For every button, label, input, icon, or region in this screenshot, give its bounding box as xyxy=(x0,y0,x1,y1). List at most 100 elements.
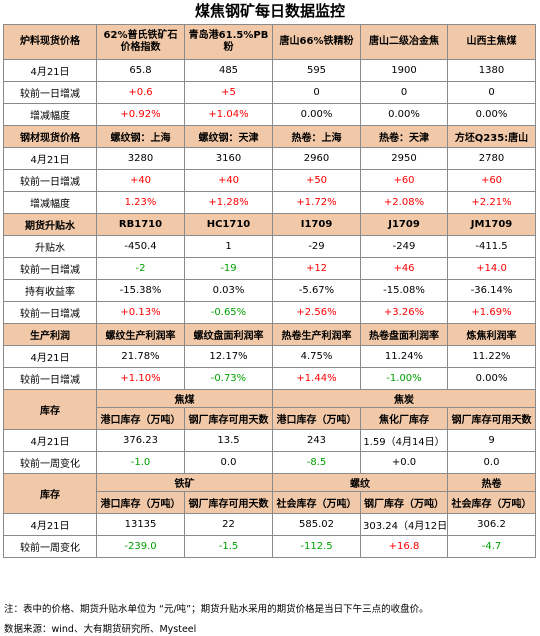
cell: -450.4 xyxy=(96,235,185,258)
row-label: 较前一日增减 xyxy=(3,257,97,280)
cell: 595 xyxy=(272,59,361,82)
cell: 3160 xyxy=(184,147,273,170)
row-label: 增减幅度 xyxy=(3,191,97,214)
cell: 306.2 xyxy=(447,513,536,536)
table-row: 增减幅度 +0.92% +1.04% 0.00% 0.00% 0.00% xyxy=(3,103,536,126)
s4-col-header: 热卷盘面利润率 xyxy=(360,323,448,346)
s6-group-row: 库存 铁矿 螺纹 热卷 xyxy=(3,473,536,514)
cell: +40 xyxy=(96,169,185,192)
cell: 1.59（4月14日） xyxy=(360,429,448,452)
table-row: 4月21日 13135 22 585.02 303.24（4月12日） 306.… xyxy=(3,513,536,536)
s4-col-header: 螺纹生产利润率 xyxy=(96,323,185,346)
cell: +2.08% xyxy=(360,191,448,214)
cell: 0.0 xyxy=(447,451,536,474)
cell: 2950 xyxy=(360,147,448,170)
row-label: 持有收益率 xyxy=(3,279,97,302)
cell: 0.0 xyxy=(184,451,273,474)
s3-col-header: JM1709 xyxy=(447,213,536,236)
s5-col-header: 港口库存（万吨） xyxy=(272,407,361,430)
monitor-table: 炉料现货价格 62%普氏铁矿石价格指数 青岛港61.5%PB粉 唐山66%铁精粉… xyxy=(3,24,536,558)
cell: +50 xyxy=(272,169,361,192)
table-row: 4月21日 21.78% 12.17% 4.75% 11.24% 11.22% xyxy=(3,345,536,368)
cell: 485 xyxy=(184,59,273,82)
cell: 2780 xyxy=(447,147,536,170)
s3-header-row: 期货升贴水 RB1710 HC1710 I1709 J1709 JM1709 xyxy=(3,213,536,236)
cell: 13135 xyxy=(96,513,185,536)
cell: -5.67% xyxy=(272,279,361,302)
cell: +14.0 xyxy=(447,257,536,280)
s2-section-label: 钢材现货价格 xyxy=(3,125,97,148)
cell: 11.22% xyxy=(447,345,536,368)
table-row: 持有收益率 -15.38% 0.03% -5.67% -15.08% -36.1… xyxy=(3,279,536,302)
cell: +2.56% xyxy=(272,301,361,324)
cell: +1.10% xyxy=(96,367,185,390)
s1-col-header: 山西主焦煤 xyxy=(447,24,536,60)
s4-header-row: 生产利润 螺纹生产利润率 螺纹盘面利润率 热卷生产利润率 热卷盘面利润率 炼焦利… xyxy=(3,323,536,346)
cell: -1.00% xyxy=(360,367,448,390)
cell: 1900 xyxy=(360,59,448,82)
row-label: 4月21日 xyxy=(3,147,97,170)
row-label: 4月21日 xyxy=(3,513,97,536)
table-row: 升贴水 -450.4 1 -29 -249 -411.5 xyxy=(3,235,536,258)
cell: +60 xyxy=(447,169,536,192)
s6-header-row: 港口库存（万吨） 钢厂库存可用天数 社会库存（万吨） 钢厂库存（万吨） 社会库存… xyxy=(4,491,536,514)
s6-group-header: 铁矿 xyxy=(96,473,273,492)
cell: -249 xyxy=(360,235,448,258)
cell: 0.00% xyxy=(360,103,448,126)
row-label: 增减幅度 xyxy=(3,103,97,126)
cell: -1.5 xyxy=(184,535,273,558)
s1-col-header: 青岛港61.5%PB粉 xyxy=(184,24,273,60)
cell: -19 xyxy=(184,257,273,280)
s6-col-header: 社会库存（万吨） xyxy=(447,491,536,514)
s1-col-header: 62%普氏铁矿石价格指数 xyxy=(96,24,185,60)
s4-col-header: 炼焦利润率 xyxy=(447,323,536,346)
cell: +46 xyxy=(360,257,448,280)
s1-col-header: 唐山66%铁精粉 xyxy=(272,24,361,60)
s1-header-row: 炉料现货价格 62%普氏铁矿石价格指数 青岛港61.5%PB粉 唐山66%铁精粉… xyxy=(3,24,536,60)
cell: +0.6 xyxy=(96,81,185,104)
cell: -0.73% xyxy=(184,367,273,390)
row-label: 较前一日增减 xyxy=(3,367,97,390)
cell: 3280 xyxy=(96,147,185,170)
cell: -411.5 xyxy=(447,235,536,258)
cell: +0.13% xyxy=(96,301,185,324)
s6-col-header: 港口库存（万吨） xyxy=(96,491,185,514)
cell: +1.69% xyxy=(447,301,536,324)
s5-col-header: 港口库存（万吨） xyxy=(96,407,185,430)
cell: 243 xyxy=(272,429,361,452)
s2-col-header: 方坯Q235:唐山 xyxy=(447,125,536,148)
table-row: 较前一日增减 +1.10% -0.73% +1.44% -1.00% 0.00% xyxy=(3,367,536,390)
cell: +1.28% xyxy=(184,191,273,214)
cell: +60 xyxy=(360,169,448,192)
s4-col-header: 螺纹盘面利润率 xyxy=(184,323,273,346)
cell: -15.38% xyxy=(96,279,185,302)
s3-col-header: I1709 xyxy=(272,213,361,236)
cell: 0.00% xyxy=(447,367,536,390)
s3-col-header: RB1710 xyxy=(96,213,185,236)
table-row: 较前一日增减 +0.13% -0.65% +2.56% +3.26% +1.69… xyxy=(3,301,536,324)
s5-section-label: 库存 xyxy=(3,389,97,430)
s6-col-header: 钢厂库存（万吨） xyxy=(360,491,448,514)
cell: 1 xyxy=(184,235,273,258)
s6-col-header: 钢厂库存可用天数 xyxy=(184,491,273,514)
s6-group-header: 热卷 xyxy=(447,473,536,492)
s4-section-label: 生产利润 xyxy=(3,323,97,346)
row-label: 较前一日增减 xyxy=(3,81,97,104)
table-row: 较前一日增减 -2 -19 +12 +46 +14.0 xyxy=(3,257,536,280)
row-label: 较前一周变化 xyxy=(3,535,97,558)
cell: +16.8 xyxy=(360,535,448,558)
cell: 9 xyxy=(447,429,536,452)
cell: +1.04% xyxy=(184,103,273,126)
cell: 65.8 xyxy=(96,59,185,82)
s2-col-header: 螺纹钢：天津 xyxy=(184,125,273,148)
row-label: 较前一日增减 xyxy=(3,301,97,324)
s5-group-row: 库存 焦煤 焦炭 xyxy=(3,389,536,430)
s3-section-label: 期货升贴水 xyxy=(3,213,97,236)
cell: -15.08% xyxy=(360,279,448,302)
s3-col-header: HC1710 xyxy=(184,213,273,236)
s6-section-label: 库存 xyxy=(3,473,97,514)
cell: 0 xyxy=(360,81,448,104)
cell: -0.65% xyxy=(184,301,273,324)
cell: +40 xyxy=(184,169,273,192)
page-title: 煤焦钢矿每日数据监控 xyxy=(194,2,345,20)
